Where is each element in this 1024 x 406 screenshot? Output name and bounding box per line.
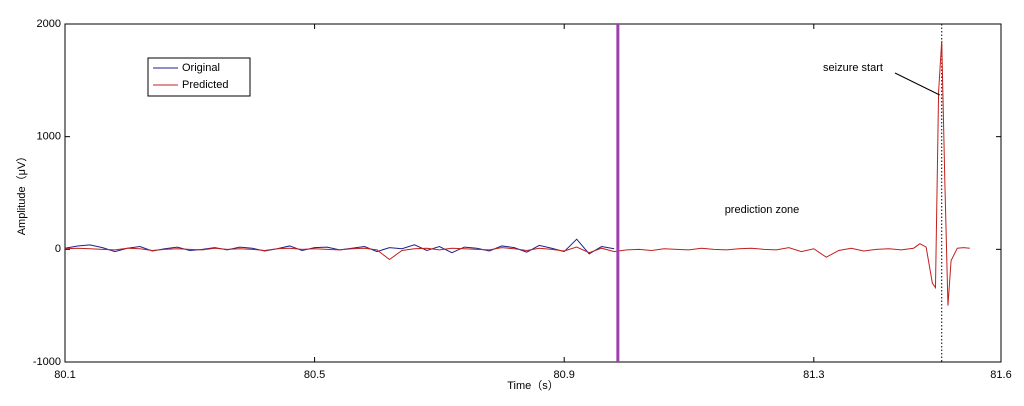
annotation-arrow xyxy=(894,72,940,96)
legend-label: Predicted xyxy=(182,79,228,91)
annotation: seizure start xyxy=(823,62,883,74)
y-tick-label: 2000 xyxy=(37,18,61,30)
x-tick-label: 81.3 xyxy=(803,369,824,381)
x-tick-label: 80.5 xyxy=(304,369,325,381)
x-tick-label: 80.9 xyxy=(553,369,574,381)
y-axis-label: Amplitude（μV） xyxy=(15,151,28,236)
x-tick-label: 81.6 xyxy=(990,369,1011,381)
y-tick-label: -1000 xyxy=(33,356,61,368)
x-axis-label: Time（s） xyxy=(507,379,559,392)
annotation: prediction zone xyxy=(725,204,800,216)
y-tick-label: 1000 xyxy=(37,131,61,143)
legend-box xyxy=(147,57,251,97)
y-tick-label: 0 xyxy=(55,243,61,255)
legend-label: Original xyxy=(182,62,220,74)
x-tick-label: 80.1 xyxy=(54,369,75,381)
series-line xyxy=(64,40,970,306)
